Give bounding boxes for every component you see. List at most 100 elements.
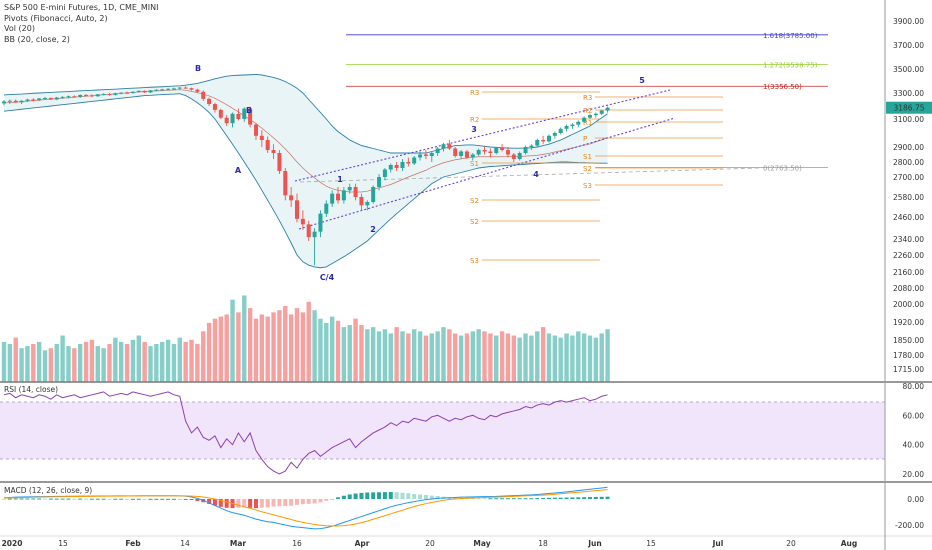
macd-histogram-bar [183, 499, 188, 500]
candle-body [418, 154, 423, 158]
volume-bar [271, 312, 276, 382]
volume-bar [101, 348, 106, 382]
macd-tick-label: 0.00 [907, 495, 924, 504]
price-tick-label: 2340.00 [893, 235, 924, 244]
macd-histogram-bar [312, 499, 317, 504]
volume-bar [417, 331, 423, 382]
volume-bar [72, 348, 77, 382]
candle-body [330, 193, 335, 204]
candle-body [371, 187, 376, 202]
fib-level-label: 1.272(3538.75) [763, 61, 818, 69]
candle-body [212, 104, 217, 110]
pivot-level-label: S2 [470, 218, 479, 226]
volume-bar [218, 316, 224, 382]
volume-indicator-label[interactable]: Vol (20) [4, 24, 35, 33]
price-tick-label: 1780.00 [893, 351, 924, 360]
pivot-level-label: S3 [470, 257, 479, 265]
volume-bar [441, 327, 446, 382]
volume-bar [136, 335, 141, 382]
price-tick-label: 3700.00 [893, 41, 924, 50]
candle-body [125, 92, 130, 94]
time-tick-label: Apr [355, 539, 370, 548]
pivots-indicator-label[interactable]: Pivots (Fibonacci, Auto, 2) [4, 13, 108, 23]
pivot-level-label: R2 [470, 116, 479, 124]
volume-bar [36, 341, 42, 382]
pivot-level-label: R3 [583, 94, 592, 102]
volume-bar [335, 320, 341, 382]
macd-histogram-bar [218, 499, 223, 507]
candle-body [318, 213, 323, 232]
candle-body [564, 126, 569, 129]
macd-histogram-bar [113, 498, 118, 500]
volume-bar [142, 341, 147, 382]
macd-histogram-bar [7, 498, 12, 500]
candle-body [523, 147, 528, 153]
price-tick-label: 1920.00 [893, 318, 924, 327]
candle-body [72, 96, 77, 98]
macd-histogram-bar [119, 498, 124, 500]
wave-label: C/4 [320, 273, 335, 282]
macd-histogram-bar [582, 497, 587, 499]
volume-bar [247, 308, 253, 382]
candle-body [435, 148, 440, 153]
candle-body [324, 203, 329, 214]
bollinger-indicator-label[interactable]: BB (20, close, 2) [4, 34, 70, 44]
candle-body [535, 140, 540, 146]
candle-body [500, 147, 505, 150]
macd-histogram-bar [25, 498, 30, 500]
volume-bar [359, 325, 364, 382]
macd-histogram-bar [19, 498, 24, 500]
candle-body [388, 165, 393, 170]
volume-bar [54, 344, 59, 382]
volume-bar [25, 346, 30, 382]
candle-body [31, 99, 36, 101]
volume-bar [570, 335, 575, 382]
candle-body [195, 89, 200, 92]
volume-bar [476, 329, 481, 382]
volume-bar [406, 333, 411, 382]
candle-body [95, 94, 100, 97]
macd-histogram-bar [511, 498, 516, 500]
time-tick-label: 20 [786, 539, 796, 548]
symbol-title[interactable]: S&P 500 E-mini Futures, 1D, CME_MINI [4, 3, 159, 12]
macd-histogram-bar [248, 499, 253, 508]
rsi-pane-label[interactable]: RSI (14, close) [4, 385, 59, 394]
macd-histogram-bar [324, 499, 329, 501]
macd-pane-label[interactable]: MACD (12, 26, close, 9) [4, 486, 93, 495]
price-tick-label: 2700.00 [893, 173, 924, 182]
rsi-tick-label: 40.00 [903, 441, 925, 450]
channel-lower [298, 117, 676, 230]
candle-body [25, 99, 30, 101]
volume-bar [95, 346, 100, 382]
candle-body [300, 218, 305, 225]
candle-body [148, 90, 153, 93]
candle-body [136, 90, 141, 92]
chart-legend: S&P 500 E-mini Futures, 1D, CME_MINI Piv… [4, 3, 159, 45]
volume-bar [517, 337, 522, 382]
volume-bar [154, 344, 159, 382]
volume-bar [435, 331, 440, 382]
candle-body [242, 108, 247, 119]
macd-histogram-bar [453, 497, 458, 499]
macd-histogram-bar [13, 498, 18, 500]
macd-histogram-bar [394, 492, 399, 499]
volume-bar [60, 335, 65, 382]
macd-histogram-bar [72, 498, 77, 500]
macd-histogram-bar [166, 498, 171, 500]
volume-bar [353, 318, 358, 382]
time-tick-label: 15 [646, 539, 656, 548]
candle-body [353, 187, 358, 197]
candle-body [306, 224, 311, 238]
candle-body [459, 151, 464, 156]
candle-body [605, 107, 610, 111]
candle-body [400, 162, 405, 168]
volume-bar [429, 333, 434, 382]
volume-bar [552, 335, 558, 382]
volume-bar [324, 322, 329, 382]
candle-body [7, 100, 12, 102]
macd-histogram-bar [207, 499, 212, 504]
candle-body [582, 117, 587, 122]
candle-body [423, 154, 428, 156]
macd-histogram-bar [160, 498, 165, 500]
